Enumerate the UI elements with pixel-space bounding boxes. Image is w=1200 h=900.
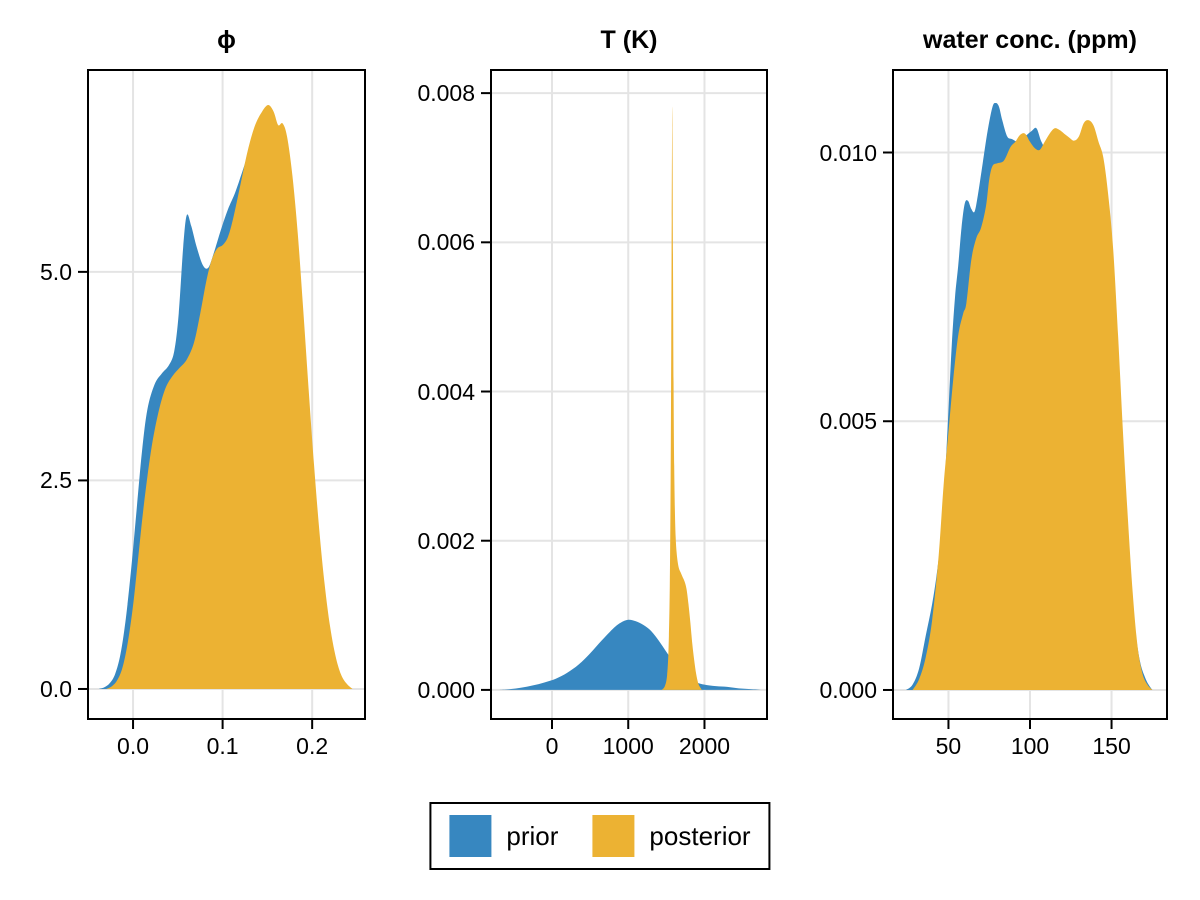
panel-2 xyxy=(883,69,1168,729)
posterior-density-area xyxy=(912,120,1153,690)
x-tick-label: 1000 xyxy=(602,733,654,759)
x-tick-label: 2000 xyxy=(678,733,731,759)
posterior-legend-label: posterior xyxy=(649,820,751,851)
posterior-density-area xyxy=(106,105,353,689)
panel-border xyxy=(87,69,366,720)
x-tick-label: 0.0 xyxy=(117,733,150,759)
x-tick-label: 50 xyxy=(935,733,962,759)
panel-title-2: water conc. (ppm) xyxy=(923,26,1137,54)
y-tick-label: 0.000 xyxy=(819,676,877,703)
x-tick-label: 0 xyxy=(545,733,559,759)
y-tick-label: 0.008 xyxy=(417,80,475,107)
y-tick-label: 0.002 xyxy=(417,527,475,554)
y-tick-label: 0.000 xyxy=(417,676,475,703)
prior-legend-label: prior xyxy=(506,820,559,851)
x-tick-label: 100 xyxy=(1010,733,1050,759)
panel-title-0: ϕ xyxy=(217,26,236,54)
y-tick-label: 0.010 xyxy=(819,139,877,166)
panel-border xyxy=(490,69,768,720)
x-tick-label: 0.2 xyxy=(296,733,329,759)
y-tick-label: 0.0 xyxy=(40,675,72,702)
x-tick-label: 150 xyxy=(1092,733,1131,759)
panel-title-1: T (K) xyxy=(600,26,658,54)
legend-item-prior: prior xyxy=(449,815,558,857)
y-tick-label: 5.0 xyxy=(40,258,72,285)
prior-density-area xyxy=(498,619,762,690)
legend-item-posterior: posterior xyxy=(592,815,751,857)
y-tick-label: 2.5 xyxy=(40,467,72,494)
panel-0 xyxy=(78,69,366,729)
posterior-density-area xyxy=(661,106,702,690)
y-tick-label: 0.005 xyxy=(819,408,877,435)
x-tick-label: 0.1 xyxy=(206,733,239,759)
y-tick-label: 0.004 xyxy=(417,378,475,405)
legend: prior posterior xyxy=(429,802,771,870)
prior-swatch xyxy=(449,815,492,857)
panel-border xyxy=(892,69,1168,720)
posterior-swatch xyxy=(592,815,635,857)
panel-1 xyxy=(481,69,768,729)
y-tick-label: 0.006 xyxy=(417,229,475,256)
